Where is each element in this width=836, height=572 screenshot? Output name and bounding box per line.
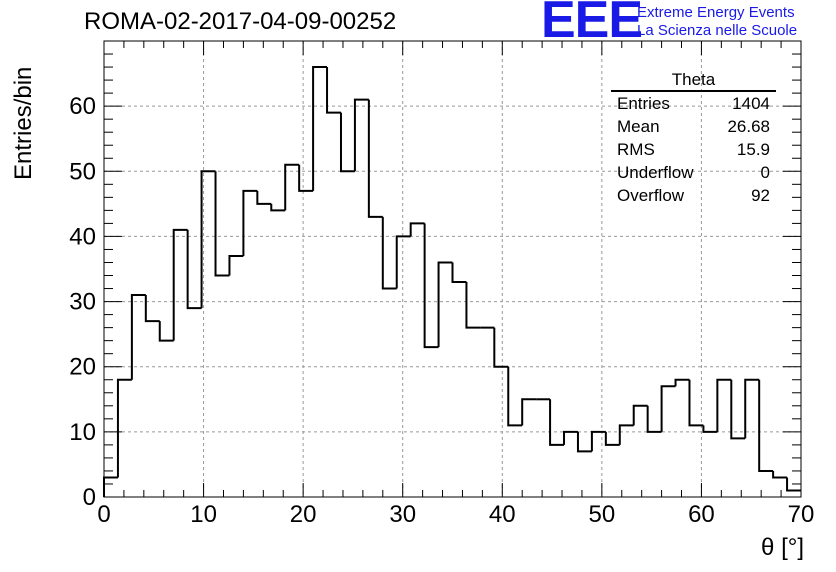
- histogram-bin: [590, 430, 606, 452]
- histogram-bin: [200, 170, 216, 309]
- histogram-bin: [395, 235, 411, 289]
- y-tick-label: 0: [83, 484, 96, 511]
- histogram-bin: [702, 425, 718, 433]
- histogram-bin: [242, 189, 258, 256]
- histogram-bin: [158, 321, 174, 342]
- stats-value: 1404: [732, 94, 770, 113]
- histogram-bin: [326, 67, 341, 114]
- chart-title: ROMA-02-2017-04-09-00252: [84, 8, 397, 35]
- histogram-bin: [521, 398, 537, 426]
- histogram-bin: [437, 261, 453, 348]
- histogram-bin: [214, 171, 230, 277]
- histogram-bin: [381, 216, 397, 290]
- histogram-bin: [604, 431, 620, 446]
- histogram-bin: [786, 477, 801, 492]
- y-tick-label: 40: [69, 223, 96, 250]
- x-tick-label: 70: [788, 501, 815, 528]
- histogram-bin: [549, 399, 565, 446]
- histogram-bin: [465, 282, 481, 329]
- histogram-bin: [507, 366, 523, 427]
- x-axis-label: θ [°]: [761, 534, 804, 561]
- stats-row: RMS 15.9: [611, 138, 776, 161]
- histogram-bin: [284, 163, 300, 211]
- stats-title: Theta: [611, 70, 776, 92]
- y-tick-label: 60: [69, 93, 96, 120]
- y-axis-label: Entries/bin: [10, 66, 37, 180]
- histogram-bin: [674, 378, 690, 387]
- histogram-bin: [772, 470, 788, 479]
- histogram-bin: [353, 98, 369, 172]
- histogram-bin: [730, 379, 746, 440]
- histogram-bin: [367, 99, 383, 218]
- histogram-bin: [270, 203, 286, 212]
- histogram-bin: [451, 262, 467, 284]
- logo-caption-line1: Extreme Energy Events: [637, 4, 795, 21]
- histogram-bin: [172, 228, 188, 341]
- histogram-bin: [116, 378, 132, 478]
- histogram-bin: [298, 164, 314, 192]
- x-tick-label: 10: [190, 501, 217, 528]
- stats-label: Overflow: [617, 186, 685, 205]
- stats-value: 15.9: [736, 140, 770, 159]
- stats-label: Entries: [617, 94, 670, 113]
- plot-frame: [103, 40, 802, 498]
- histogram-bin: [256, 190, 272, 205]
- x-tick-label: 60: [688, 501, 715, 528]
- histogram-bin: [312, 66, 328, 191]
- histogram-bin: [130, 294, 146, 380]
- x-tick-label: 0: [97, 501, 110, 528]
- stats-value: 92: [751, 186, 770, 205]
- stats-row: Entries 1404: [611, 92, 776, 115]
- logo-caption: Extreme Energy Events La Scienza nelle S…: [637, 4, 797, 40]
- y-tick-label: 50: [69, 158, 96, 185]
- stats-label: Mean: [617, 117, 660, 136]
- y-tick-label: 10: [69, 419, 96, 446]
- histogram-bin: [563, 430, 578, 445]
- x-tick-label: 30: [389, 501, 416, 528]
- histogram-bin: [423, 223, 439, 349]
- histogram-bin: [228, 254, 244, 276]
- y-tick-label: 30: [69, 289, 96, 316]
- histogram-bin: [646, 405, 662, 433]
- stats-row: Mean 26.68: [611, 115, 776, 138]
- logo-caption-line2: La Scienza nelle Scuole: [637, 22, 798, 39]
- stats-label: Underflow: [617, 163, 694, 182]
- histogram-bin: [688, 379, 704, 427]
- histogram-bin: [744, 378, 760, 439]
- y-tick-label: 20: [69, 354, 96, 381]
- stats-row: Overflow 92: [611, 184, 776, 207]
- histogram-bin: [576, 431, 592, 453]
- histogram-bin: [339, 112, 355, 173]
- stats-value: 0: [760, 163, 770, 182]
- stats-row: Underflow 0: [611, 161, 776, 184]
- histogram-bin: [493, 327, 509, 368]
- histogram-bin: [618, 424, 634, 445]
- histogram-bin: [632, 404, 648, 426]
- x-tick-label: 20: [290, 501, 317, 528]
- histogram-bin: [409, 222, 425, 237]
- histogram-bin: [660, 385, 676, 432]
- stats-box: Theta Entries 1404 Mean 26.68 RMS 15.9 U…: [611, 70, 776, 207]
- x-tick-label: 50: [589, 501, 616, 528]
- eee-logo: EEE: [541, 0, 643, 49]
- histogram-bin: [716, 378, 732, 432]
- histogram-bin: [103, 476, 118, 497]
- histogram-bin: [186, 229, 202, 310]
- x-tick-label: 40: [489, 501, 516, 528]
- histogram-bin: [758, 379, 774, 472]
- histogram-bin: [144, 295, 160, 323]
- stats-value: 26.68: [727, 117, 770, 136]
- stats-label: RMS: [617, 140, 655, 159]
